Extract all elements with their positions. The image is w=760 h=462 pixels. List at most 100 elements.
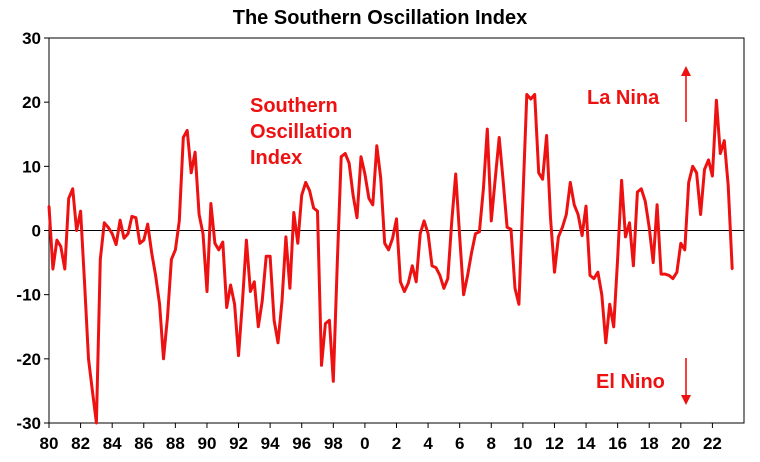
data-point: [450, 219, 453, 223]
up-arrow-icon: [681, 66, 691, 122]
data-point: [407, 281, 410, 285]
data-point: [190, 171, 193, 174]
data-point: [490, 219, 493, 223]
data-point: [209, 202, 213, 205]
data-point: [644, 200, 647, 203]
data-point: [276, 341, 280, 344]
data-point: [63, 267, 66, 271]
y-tick-label: 30: [22, 29, 41, 48]
data-point: [166, 315, 169, 319]
x-tick-label: 84: [103, 434, 122, 453]
data-point: [344, 152, 347, 155]
data-point: [671, 277, 675, 280]
data-point: [415, 280, 418, 283]
y-tick-label: -10: [16, 286, 41, 305]
data-point: [197, 213, 201, 216]
data-point: [268, 255, 272, 258]
data-point: [351, 194, 355, 197]
data-point: [324, 322, 327, 325]
data-point: [454, 172, 457, 176]
data-point: [237, 354, 240, 357]
data-point: [229, 283, 232, 287]
data-point: [600, 293, 603, 296]
data-point: [359, 155, 363, 158]
data-point: [122, 237, 126, 240]
data-point: [509, 228, 513, 231]
data-point: [411, 264, 414, 267]
data-points: [47, 93, 734, 425]
data-point: [213, 242, 217, 245]
data-point: [328, 319, 331, 322]
data-point: [316, 210, 319, 213]
x-tick-label: 14: [577, 434, 596, 453]
data-point: [458, 235, 461, 239]
data-point: [513, 287, 517, 290]
data-point: [494, 178, 497, 181]
data-point: [557, 235, 560, 239]
data-point: [553, 271, 556, 274]
data-point: [470, 251, 473, 255]
data-point: [525, 93, 528, 96]
data-point: [659, 272, 663, 276]
data-point: [103, 221, 106, 224]
data-point: [628, 221, 631, 224]
y-axis: 30 20 10 0 -10 -20 -30: [16, 29, 49, 433]
data-point: [280, 299, 284, 303]
data-point: [336, 261, 339, 264]
data-point: [111, 232, 114, 235]
data-point: [150, 251, 153, 255]
data-point: [375, 144, 378, 147]
data-point: [51, 267, 55, 271]
data-point: [596, 271, 600, 274]
data-point: [312, 206, 315, 210]
x-tick-label: 86: [134, 434, 153, 453]
data-point: [707, 158, 710, 162]
data-point: [592, 277, 596, 280]
data-point: [399, 280, 402, 283]
data-point: [83, 280, 86, 283]
data-point: [217, 248, 220, 251]
data-point: [422, 219, 426, 223]
x-tick-label: 80: [40, 434, 59, 453]
data-point: [501, 179, 505, 182]
data-point: [691, 165, 694, 168]
series-label-line-2: Oscillation: [250, 121, 352, 143]
data-point: [533, 93, 536, 96]
data-point: [711, 174, 714, 178]
data-point: [87, 357, 90, 360]
data-point: [640, 187, 643, 190]
x-tick-label: 20: [671, 434, 690, 453]
y-tick-label: 0: [32, 222, 41, 241]
x-tick-label: 82: [71, 434, 90, 453]
data-point: [632, 264, 635, 267]
data-point: [221, 240, 224, 244]
data-point: [257, 325, 260, 328]
data-point: [91, 389, 94, 393]
data-point: [158, 303, 161, 306]
data-point: [442, 287, 446, 290]
data-point: [284, 235, 288, 239]
series-label-line-1: Southern: [250, 95, 338, 117]
data-point: [130, 215, 134, 218]
x-axis: 80 82 84 86 88 90 92 94 96 98 0 2 4 6 8 10 12 14 16 18 20 22: [40, 423, 722, 453]
x-tick-label: 90: [197, 434, 216, 453]
x-tick-label: 22: [703, 434, 722, 453]
data-point: [126, 232, 130, 235]
y-tick-label: -30: [16, 414, 41, 433]
data-point: [723, 139, 726, 142]
data-point: [616, 258, 619, 261]
series-label: Southern Oscillation Index: [250, 95, 352, 169]
data-point: [363, 172, 367, 176]
x-tick-label: 12: [545, 434, 564, 453]
data-point: [138, 242, 141, 245]
data-point: [573, 203, 576, 206]
data-point: [584, 204, 588, 208]
data-point: [355, 216, 359, 219]
data-point: [253, 280, 256, 283]
x-tick-label: 94: [261, 434, 280, 453]
data-point: [225, 306, 228, 309]
data-point: [146, 222, 149, 226]
data-point: [367, 197, 371, 200]
data-point: [233, 303, 236, 306]
data-point: [699, 213, 702, 216]
